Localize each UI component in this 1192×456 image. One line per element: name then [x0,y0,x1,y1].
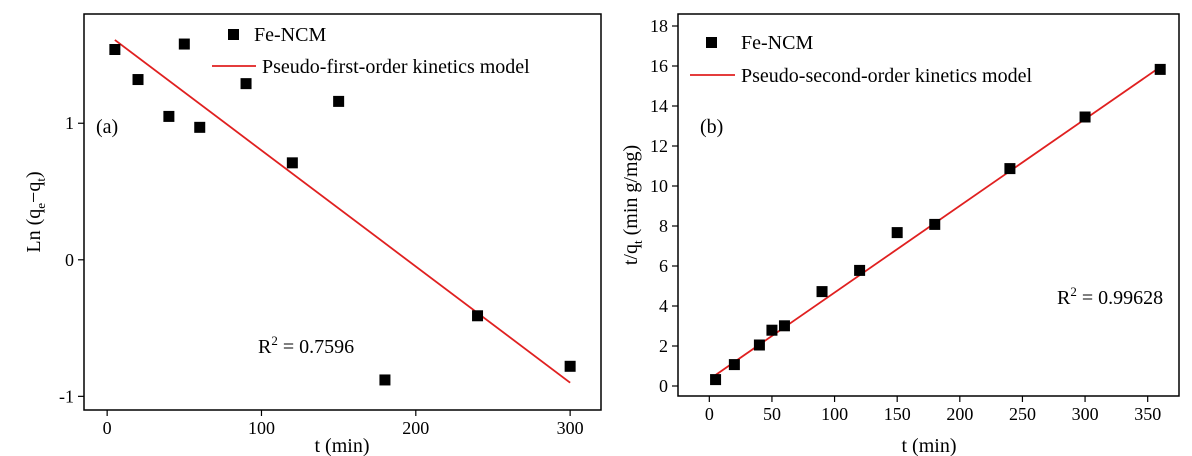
panel-b-y-tick-label: 2 [659,336,668,356]
panel-b-label: (b) [700,116,723,138]
panel-b-data-point [710,374,722,386]
panel-b-y-tick-label: 0 [659,376,668,396]
panel-a-lines [114,39,571,384]
panel-b-x-tick-label: 50 [763,404,781,424]
panel-a-y-ticks: -1 0 1 [59,113,84,406]
panel-a-data-point [132,74,144,86]
panel-b-data-point [766,324,778,336]
panel-b-x-tick-label: 150 [884,404,911,424]
panel-b-data-point [816,286,828,298]
panel-a-data-point [472,310,484,322]
panel-a-x-tick-label: 300 [557,418,584,438]
panel-a-y-tick-label: 1 [65,113,74,133]
panel-a-data-point [178,38,190,50]
panel-b-data-point [929,218,941,230]
panel-a-legend-label-line: Pseudo-first-order kinetics model [262,56,530,78]
panel-b-plot-frame [677,13,1180,397]
panel-b-legend-marker-points [706,37,717,48]
panel-a-legend-marker-points [228,29,239,40]
panel-b-legend-label-points: Fe-NCM [741,32,813,54]
panel-a-r-squared-base: R [258,336,272,358]
panel-b-y-tick-label: 10 [650,176,668,196]
panel-a-points [109,38,576,386]
panel-a: 0 100 200 300 -1 0 1 (a) t (min) Ln (qe−qt) F… [23,13,602,456]
panel-a-x-tick-label: 0 [103,418,112,438]
panel-b-data-point [1004,163,1016,175]
panel-b-data-point [728,359,740,371]
panel-b-r-squared-base: R [1057,287,1071,309]
panel-b-x-ticks: 0 50 100 150 200 250 300 350 [705,396,1161,424]
panel-b-y-tick-label: 14 [650,96,668,116]
panel-b-x-tick-label: 250 [1009,404,1036,424]
panel-b-r-squared-value: = 0.99628 [1077,287,1163,309]
panel-b-legend: Fe-NCM Pseudo-second-order kinetics mode… [690,32,1032,87]
panel-a-data-point [333,95,345,107]
panel-b: 0 50 100 150 200 250 300 350 0 2 4 6 8 10 12 14 16 18 (b… [620,13,1180,456]
panel-b-r-squared: R2 = 0.99628 [1057,284,1163,309]
panel-b-y-ticks: 0 2 4 6 8 10 12 14 16 18 [650,16,678,396]
panel-a-legend: Fe-NCM Pseudo-first-order kinetics model [212,24,530,78]
panel-a-y-axis-title-main: Ln (q [23,209,45,253]
panel-b-data-point [891,227,903,239]
panel-a-r-squared-value: = 0.7596 [278,336,354,358]
panel-b-points [710,63,1166,386]
panel-a-x-axis-title: t (min) [315,435,370,456]
panel-b-x-tick-label: 0 [705,404,714,424]
panel-b-y-tick-label: 4 [659,296,668,316]
panel-b-y-axis-title-sub-t: t [630,240,645,244]
panel-a-y-axis-title-end: ) [23,171,45,178]
panel-b-data-point [778,320,790,332]
panel-b-x-tick-label: 200 [946,404,973,424]
panel-a-y-tick-label: 0 [65,250,74,270]
panel-a-plot-frame [83,13,602,411]
panel-b-x-tick-label: 350 [1134,404,1161,424]
panel-b-r-squared-sup: 2 [1070,284,1077,299]
panel-b-y-tick-label: 12 [650,136,668,156]
panel-a-legend-label-points: Fe-NCM [254,24,326,46]
panel-a-label: (a) [96,116,118,138]
panel-a-fit-line [114,39,571,384]
panel-a-data-point [564,360,576,372]
panel-b-y-tick-label: 8 [659,216,668,236]
panel-b-legend-label-line: Pseudo-second-order kinetics model [741,65,1032,87]
panel-b-data-point [1154,63,1166,75]
panel-b-y-tick-label: 6 [659,256,668,276]
panel-a-data-point [163,110,175,122]
panel-a-data-point [379,374,391,386]
panel-a-y-axis-title-sub-e: e [33,203,48,209]
panel-a-x-tick-label: 100 [248,418,275,438]
panel-b-y-axis-title-end: (min g/mg) [620,145,642,241]
panel-a-x-ticks: 0 100 200 300 [103,410,584,438]
panel-a-y-tick-label: -1 [59,386,74,406]
panel-a-data-point [286,157,298,169]
panel-a-x-tick-label: 200 [402,418,429,438]
panel-a-y-axis-title-mid: −q [23,182,45,203]
panel-a-r-squared-sup: 2 [271,333,278,348]
panel-a-r-squared: R2 = 0.7596 [258,333,354,358]
panel-b-x-tick-label: 300 [1072,404,1099,424]
panel-b-data-point [854,264,866,276]
panel-a-data-point [194,121,206,133]
panel-a-y-axis-title: Ln (qe−qt) [23,171,48,252]
panel-b-x-axis-title: t (min) [902,435,957,456]
panel-a-y-axis-title-sub-t: t [33,178,48,182]
panel-b-y-axis-title-main: t/q [620,244,642,265]
panel-a-data-point [240,78,252,90]
panel-b-y-tick-label: 16 [650,56,668,76]
panel-b-data-point [753,339,765,351]
panel-b-y-axis-title: t/qt (min g/mg) [620,145,645,265]
panel-b-data-point [1079,111,1091,123]
panel-a-data-point [109,44,121,56]
panel-b-y-tick-label: 18 [650,16,668,36]
panel-b-x-tick-label: 100 [821,404,848,424]
